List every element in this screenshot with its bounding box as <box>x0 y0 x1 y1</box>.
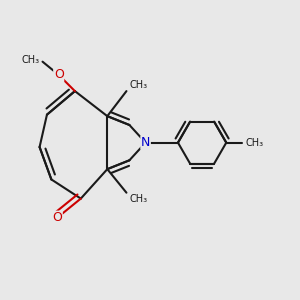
Text: O: O <box>54 68 64 81</box>
Text: CH₃: CH₃ <box>129 80 148 90</box>
Text: CH₃: CH₃ <box>245 138 263 148</box>
Text: O: O <box>52 211 62 224</box>
Text: CH₃: CH₃ <box>22 55 40 65</box>
Text: CH₃: CH₃ <box>129 194 148 204</box>
Text: N: N <box>141 136 150 149</box>
